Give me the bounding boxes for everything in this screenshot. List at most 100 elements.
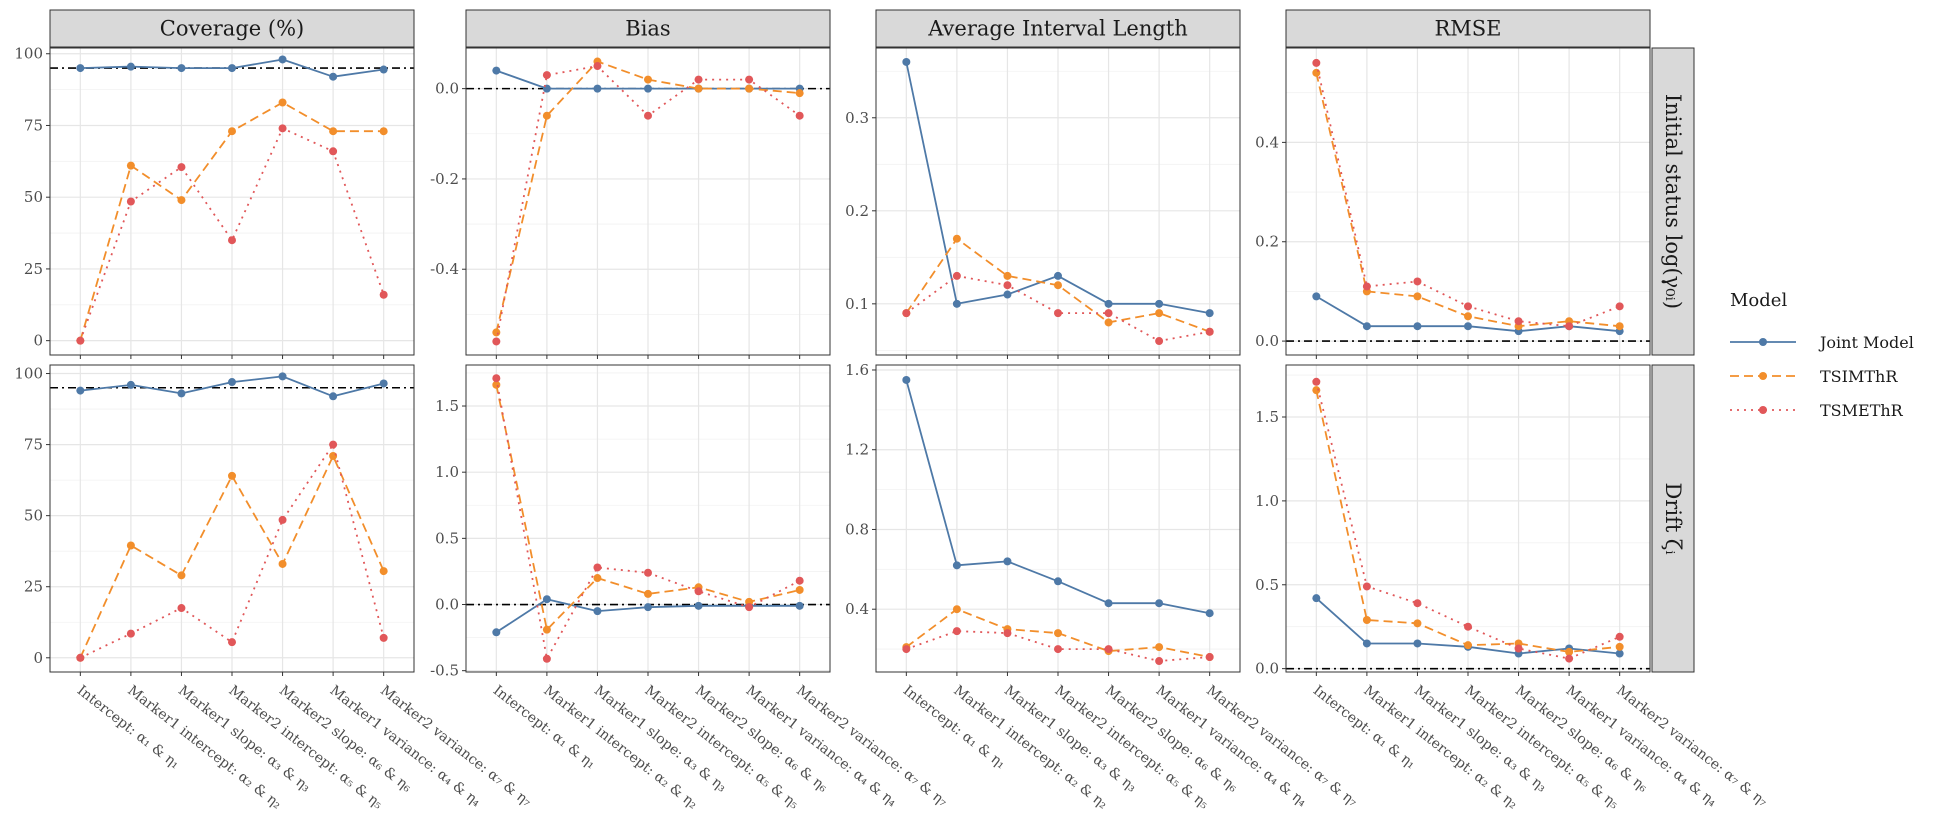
panel-coverage-row1: 0 25 50 75 100: [14, 45, 415, 359]
data-point-tsmethr: [593, 62, 602, 71]
data-point-tsimthr: [1565, 647, 1574, 656]
data-point-tsmethr: [1514, 644, 1523, 653]
y-tick-label: 0.8: [845, 520, 869, 538]
data-point-joint-model: [278, 372, 287, 381]
data-point-tsmethr: [745, 603, 754, 612]
panel-rmse-row1: 0.0 0.2 0.4: [1255, 47, 1651, 359]
data-point-joint-model: [1464, 322, 1472, 331]
data-point-tsmethr: [1104, 309, 1113, 318]
data-point-joint-model: [1155, 299, 1164, 308]
data-point-tsmethr: [952, 627, 961, 636]
column-strip-label-rmse: RMSE: [1434, 17, 1501, 41]
data-point-tsmethr: [492, 374, 501, 383]
data-point-tsmethr: [1413, 599, 1422, 608]
data-point-tsmethr: [177, 163, 186, 172]
data-point-tsmethr: [76, 336, 85, 345]
data-point-tsimthr: [278, 559, 287, 568]
data-point-tsmethr: [1362, 582, 1371, 591]
data-point-tsimthr: [1003, 271, 1012, 280]
y-tick-label: 0.4: [845, 600, 869, 618]
data-point-joint-model: [379, 379, 388, 388]
y-tick-label: 25: [24, 578, 43, 596]
data-point-tsimthr: [1615, 322, 1624, 331]
data-point-tsmethr: [492, 337, 501, 346]
column-strip-bias: [465, 9, 831, 48]
data-point-joint-model: [492, 66, 501, 75]
data-point-tsimthr: [1464, 312, 1472, 321]
data-point-tsimthr: [1413, 292, 1422, 301]
data-point-tsmethr: [126, 197, 135, 206]
data-point-tsmethr: [278, 124, 287, 133]
data-point-joint-model: [1205, 609, 1214, 618]
column-strip-average-interval-length: [875, 9, 1241, 48]
data-point-tsimthr: [379, 567, 388, 576]
data-point-joint-model: [795, 601, 804, 610]
data-point-tsimthr: [126, 541, 135, 550]
data-point-joint-model: [902, 375, 911, 384]
data-point-joint-model: [1104, 299, 1113, 308]
data-point-tsimthr: [329, 127, 338, 136]
data-point-tsimthr: [278, 98, 287, 107]
data-point-tsmethr: [379, 290, 388, 299]
data-point-tsmethr: [902, 645, 911, 654]
legend-title: Model: [1730, 290, 1787, 311]
data-point-joint-model: [1615, 649, 1624, 658]
data-point-tsimthr: [1413, 619, 1422, 628]
data-point-tsimthr: [593, 574, 602, 583]
y-tick-label: 0.1: [845, 295, 869, 313]
data-point-joint-model: [228, 378, 236, 387]
data-point-tsmethr: [1155, 657, 1164, 666]
data-point-joint-model: [329, 392, 338, 401]
data-point-tsmethr: [1362, 282, 1371, 291]
column-strip-label-bias: Bias: [625, 17, 670, 41]
data-point-tsimthr: [1362, 615, 1371, 624]
data-point-tsmethr: [694, 75, 703, 84]
data-point-tsmethr: [126, 629, 135, 638]
panel-average-interval-length-row1: 0.1 0.2 0.3: [845, 47, 1241, 359]
data-point-tsmethr: [228, 236, 236, 245]
y-tick-label: 50: [24, 507, 43, 525]
data-point-tsimthr: [379, 127, 388, 136]
data-point-tsmethr: [329, 147, 338, 156]
column-strip-coverage: [49, 9, 415, 48]
data-point-tsimthr: [228, 127, 236, 136]
data-point-tsimthr: [542, 111, 551, 120]
data-point-joint-model: [1054, 577, 1062, 586]
y-tick-label: 0.0: [435, 596, 459, 614]
y-tick-label: 1.0: [1255, 492, 1279, 510]
data-point-tsimthr: [177, 196, 186, 205]
legend-label-tsimthr: TSIMThR: [1820, 367, 1898, 386]
y-tick-label: -0.4: [430, 260, 459, 278]
y-tick-label: 1.5: [1255, 408, 1279, 426]
data-point-joint-model: [1003, 557, 1012, 566]
data-point-tsmethr: [1615, 632, 1624, 641]
column-strip-label-coverage: Coverage (%): [160, 17, 304, 41]
data-point-tsmethr: [593, 563, 602, 572]
data-point-tsimthr: [228, 471, 236, 480]
y-tick-label: 1.2: [845, 441, 869, 459]
y-tick-label: 75: [24, 116, 43, 134]
y-tick-label: 25: [24, 260, 43, 278]
data-point-tsmethr: [1054, 309, 1062, 318]
data-point-tsimthr: [1464, 641, 1472, 650]
data-point-joint-model: [593, 84, 602, 93]
y-tick-label: 100: [14, 45, 43, 63]
y-tick-label: 0: [33, 649, 43, 667]
data-point-joint-model: [379, 65, 388, 74]
data-point-joint-model: [329, 72, 338, 81]
data-point-tsimthr: [1155, 643, 1164, 652]
data-point-joint-model: [492, 628, 501, 637]
data-point-tsmethr: [1615, 302, 1624, 311]
data-point-tsimthr: [644, 589, 652, 598]
y-tick-label: 75: [24, 436, 43, 454]
y-tick-label: 0.5: [435, 529, 459, 547]
data-point-tsimthr: [542, 625, 551, 634]
data-point-joint-model: [1155, 599, 1164, 608]
data-point-tsmethr: [694, 587, 703, 596]
y-tick-label: 0: [33, 332, 43, 350]
data-point-tsimthr: [745, 84, 754, 93]
y-tick-label: 1.0: [435, 463, 459, 481]
data-point-tsimthr: [126, 161, 135, 170]
data-point-tsmethr: [902, 309, 911, 318]
